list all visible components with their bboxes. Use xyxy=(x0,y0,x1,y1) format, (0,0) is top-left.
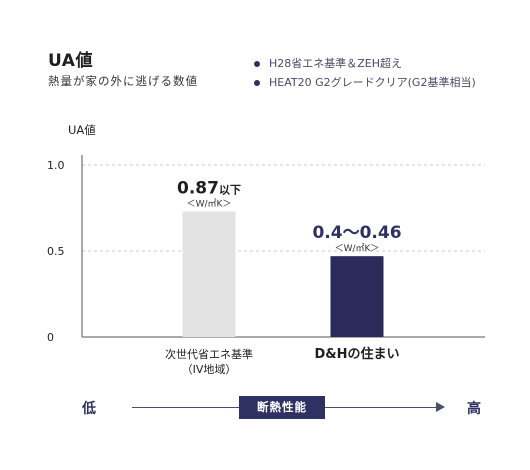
low-label: 低 xyxy=(82,401,96,417)
legend-dot-icon xyxy=(254,60,260,67)
bar-unit-label: ＜W/㎡K＞ xyxy=(187,198,232,209)
bar-value-label: 0.4〜0.46 xyxy=(312,223,401,243)
bar-unit-label: ＜W/㎡K＞ xyxy=(335,243,380,254)
legend-item: HEAT20 G2グレードクリア(G2基準相当) xyxy=(254,73,476,92)
chart-subtitle: 熱量が家の外に逃げる数値 xyxy=(48,74,198,88)
bar-value-suffix: 以下 xyxy=(219,183,241,196)
insulation-performance-badge: 断熱性能 xyxy=(239,396,325,419)
legend-label: HEAT20 G2グレードクリア(G2基準相当) xyxy=(269,76,476,89)
bar-value-label: 0.87以下 xyxy=(177,178,241,198)
arrow-right-icon xyxy=(436,402,445,412)
x-category-label: 次世代省エネ基準 xyxy=(165,347,253,361)
y-axis-label: UA値 xyxy=(68,123,96,137)
bar xyxy=(182,211,236,337)
x-category-label: （IV地域） xyxy=(182,363,237,376)
legend-dot-icon xyxy=(254,79,260,86)
x-category-label: D&Hの住まい xyxy=(314,346,399,362)
y-tick-label: 0.5 xyxy=(47,245,65,258)
legend-item: H28省エネ基準＆ZEH超え xyxy=(254,54,476,73)
chart-title: UA値 xyxy=(48,51,93,71)
bar xyxy=(330,256,384,337)
legend: H28省エネ基準＆ZEH超え HEAT20 G2グレードクリア(G2基準相当) xyxy=(254,54,476,92)
legend-label: H28省エネ基準＆ZEH超え xyxy=(269,57,403,70)
y-tick-label: 1.0 xyxy=(47,159,65,172)
high-label: 高 xyxy=(467,401,481,417)
y-tick-label: 0 xyxy=(47,331,54,344)
